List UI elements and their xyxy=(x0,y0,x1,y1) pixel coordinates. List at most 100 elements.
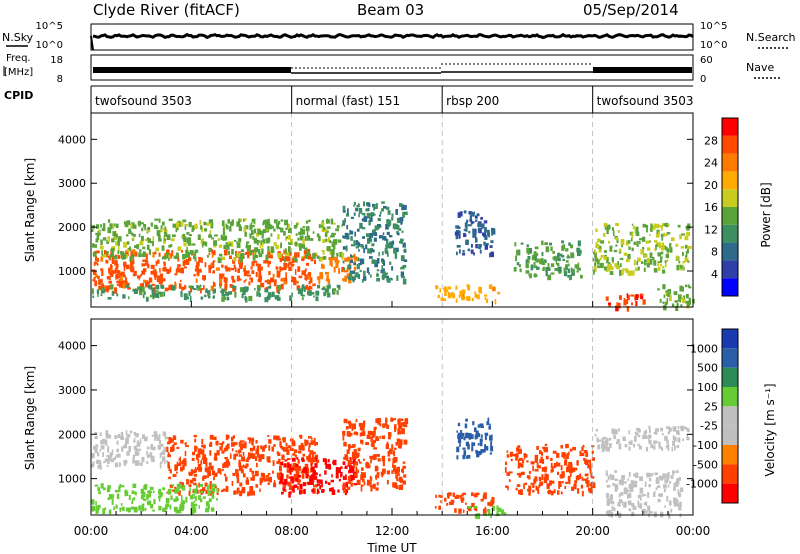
scatter-region xyxy=(91,483,219,515)
data-cell xyxy=(151,459,155,462)
data-cell xyxy=(676,303,679,307)
data-cell xyxy=(517,459,520,465)
data-cell xyxy=(250,266,253,270)
data-cell xyxy=(516,447,518,452)
data-cell xyxy=(267,218,270,224)
data-cell xyxy=(121,271,125,276)
data-cell xyxy=(324,232,328,237)
data-cell xyxy=(134,245,138,248)
data-cell xyxy=(330,479,334,483)
data-cell xyxy=(188,257,192,262)
data-cell xyxy=(310,467,312,473)
data-cell xyxy=(110,458,115,463)
data-cell xyxy=(347,420,351,424)
data-cell xyxy=(474,291,476,297)
data-cell xyxy=(256,445,260,450)
data-cell xyxy=(370,437,373,443)
data-cell xyxy=(647,434,652,439)
data-cell xyxy=(122,506,125,512)
data-cell xyxy=(541,467,545,472)
data-cell xyxy=(146,461,149,464)
data-cell xyxy=(360,485,363,492)
data-cell xyxy=(483,492,487,495)
data-cell xyxy=(392,463,394,468)
data-cell xyxy=(642,246,645,251)
data-cell xyxy=(677,480,680,485)
data-cell xyxy=(142,246,146,250)
data-cell xyxy=(360,484,364,487)
data-cell xyxy=(552,251,555,254)
data-cell xyxy=(442,298,447,301)
data-cell xyxy=(666,232,671,235)
data-cell xyxy=(475,244,478,249)
data-cell xyxy=(294,269,297,275)
data-cell xyxy=(144,239,148,242)
data-cell xyxy=(265,477,269,482)
data-cell xyxy=(309,450,314,454)
data-cell xyxy=(124,223,129,228)
data-cell xyxy=(286,449,290,455)
data-cell xyxy=(471,446,474,452)
data-cell xyxy=(158,238,162,242)
data-cell xyxy=(654,431,658,435)
data-cell xyxy=(688,297,691,304)
data-cell xyxy=(668,500,672,506)
data-cell xyxy=(604,266,607,271)
data-cell xyxy=(456,245,461,248)
data-cell xyxy=(116,280,120,283)
data-cell xyxy=(628,471,631,477)
data-cell xyxy=(142,259,147,262)
data-cell xyxy=(435,285,438,288)
data-cell xyxy=(203,284,205,290)
data-cell xyxy=(268,223,271,230)
data-cell xyxy=(653,492,656,497)
data-cell xyxy=(676,445,680,449)
data-cell xyxy=(162,431,167,437)
data-cell xyxy=(232,287,235,292)
data-cell xyxy=(516,473,520,476)
data-cell xyxy=(565,443,569,449)
data-cell xyxy=(125,437,129,443)
data-cell xyxy=(490,251,494,258)
data-cell xyxy=(209,219,213,224)
data-cell xyxy=(212,281,215,285)
cpid-strip: CPID twofsound 3503 normal (fast) 151 rbsp… xyxy=(4,85,694,113)
data-cell xyxy=(314,476,318,480)
data-cell xyxy=(523,456,526,460)
data-cell xyxy=(219,285,222,289)
data-cell xyxy=(119,508,122,513)
data-cell xyxy=(243,286,248,293)
data-cell xyxy=(345,426,349,430)
data-cell xyxy=(587,459,591,463)
data-cell xyxy=(518,472,522,478)
data-cell xyxy=(249,277,252,280)
data-cell xyxy=(505,485,508,488)
data-cell xyxy=(103,487,106,491)
data-cell xyxy=(318,235,321,242)
data-cell xyxy=(627,270,632,276)
data-cell xyxy=(129,246,131,251)
data-cell xyxy=(398,418,401,425)
data-cell xyxy=(645,446,649,452)
data-cell xyxy=(139,286,142,292)
data-cell xyxy=(273,444,276,447)
data-cell xyxy=(243,443,247,449)
data-cell xyxy=(305,262,310,266)
data-cell xyxy=(462,252,466,256)
data-cell xyxy=(397,430,401,435)
data-cell xyxy=(182,482,184,488)
data-cell xyxy=(146,493,149,500)
data-cell xyxy=(606,498,611,502)
data-cell xyxy=(645,431,648,434)
data-cell xyxy=(213,487,216,492)
data-cell xyxy=(361,423,366,428)
data-cell xyxy=(227,241,232,245)
data-cell xyxy=(147,454,150,458)
data-cell xyxy=(144,507,147,511)
data-cell xyxy=(687,223,691,230)
colorbar-tick-label: -25 xyxy=(700,420,718,433)
data-cell xyxy=(467,248,470,252)
data-cell xyxy=(128,231,132,234)
data-cell xyxy=(467,224,472,227)
data-cell xyxy=(244,231,247,237)
